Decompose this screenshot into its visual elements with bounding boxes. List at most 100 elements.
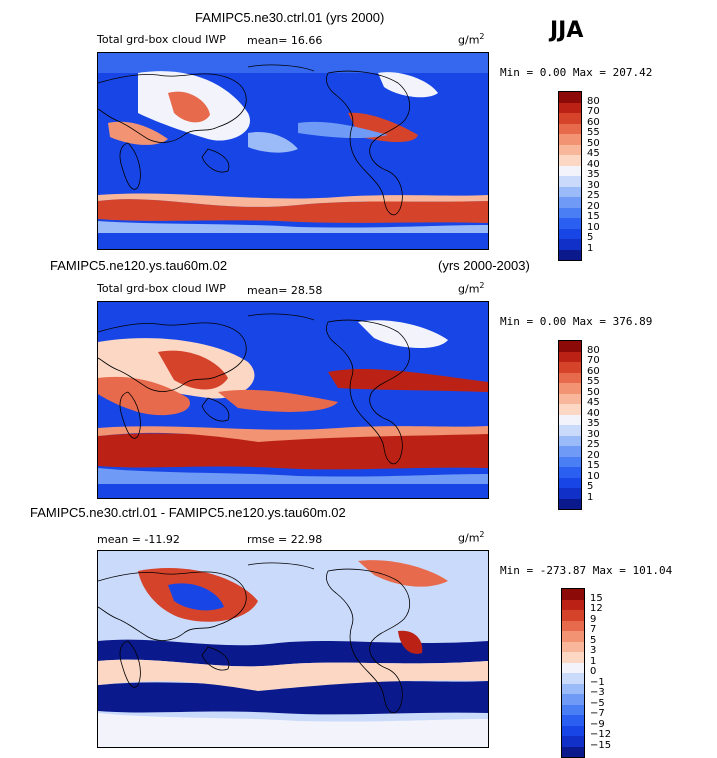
panel2-itcz-west	[218, 389, 338, 412]
panel3-cbar-tick: 5	[590, 635, 597, 646]
panel2-cbar-tick: 80	[587, 345, 600, 356]
panel3-cbar-tick: 15	[590, 593, 603, 604]
panel1-cbar-swatch	[559, 218, 581, 229]
panel1-colorbar	[558, 91, 582, 261]
panel3-cbar-tick: 12	[590, 603, 603, 614]
panel3-cbar-swatch	[562, 683, 584, 694]
panel1-coastlines	[98, 64, 411, 216]
panel1-namerica-light	[378, 72, 438, 98]
panel1-cbar-swatch	[559, 207, 581, 218]
panel3-cbar-swatch	[562, 599, 584, 610]
panel1-southern-fringe	[98, 193, 488, 207]
panel2-cbar-swatch	[559, 498, 581, 509]
panel3-cbar-tick: −5	[590, 698, 605, 709]
panel2-map	[97, 301, 489, 499]
panel1-cbar-tick: 50	[587, 138, 600, 149]
panel3-cbar-swatch	[562, 620, 584, 631]
panel1-map	[97, 52, 489, 250]
panel3-mean: mean = -11.92	[97, 533, 180, 546]
panel1-mean: mean= 16.66	[247, 34, 323, 47]
panel2-cbar-swatch	[559, 341, 581, 352]
panel3-tibet-negative	[168, 583, 224, 611]
panel1-cbar-tick: 30	[587, 180, 600, 191]
panel1-cbar-swatch	[559, 228, 581, 239]
panel1-map-svg	[98, 53, 488, 249]
panel3-subtropic-positive	[98, 659, 488, 691]
panel2-cbar-tick: 70	[587, 355, 600, 366]
panel2-years: (yrs 2000-2003)	[438, 258, 530, 273]
panel3-southern-negative	[98, 681, 488, 715]
panel3-cbar-swatch	[562, 673, 584, 684]
panel2-cbar-tick: 30	[587, 429, 600, 440]
panel1-cbar-swatch	[559, 239, 581, 250]
panel1-itcz	[298, 121, 388, 139]
panel2-cbar-swatch	[559, 446, 581, 457]
panel1-cbar-tick: 1	[587, 243, 594, 254]
panel2-cbar-swatch	[559, 467, 581, 478]
panel1-cbar-swatch	[559, 176, 581, 187]
panel3-units: g/m2	[458, 530, 485, 545]
panel3-cbar-swatch	[562, 694, 584, 705]
panel3-cbar-swatch	[562, 641, 584, 652]
panel2-cbar-tick: 1	[587, 492, 594, 503]
panel2-cbar-swatch	[559, 393, 581, 404]
panel1-cbar-tick: 40	[587, 159, 600, 170]
panel2-colorbar	[558, 340, 582, 510]
panel2-cbar-tick: 40	[587, 408, 600, 419]
panel1-cbar-tick: 15	[587, 211, 600, 222]
panel2-cbar-tick: 25	[587, 439, 600, 450]
panel1-cbar-tick: 10	[587, 222, 600, 233]
panel3-cbar-swatch	[562, 704, 584, 715]
panel3-cbar-swatch	[562, 725, 584, 736]
panel2-variable-label: Total grd-box cloud IWP	[97, 282, 226, 295]
panel3-cbar-tick: −1	[590, 677, 605, 688]
panel3-cbar-tick: −15	[590, 740, 612, 751]
season-label: JJA	[550, 18, 584, 43]
panel3-samerica-positive	[398, 630, 423, 654]
panel3-cbar-swatch	[562, 736, 584, 747]
panel1-cbar-swatch	[559, 197, 581, 208]
panel2-cbar-tick: 55	[587, 376, 600, 387]
panel3-cbar-tick: 0	[590, 666, 597, 677]
panel1-cbar-tick: 20	[587, 201, 600, 212]
panel1-arctic-band	[98, 53, 488, 73]
panel3-map	[97, 550, 489, 748]
panel1-cbar-swatch	[559, 113, 581, 124]
panel3-cbar-swatch	[562, 631, 584, 642]
panel1-cbar-swatch	[559, 249, 581, 260]
panel1-cbar-swatch	[559, 92, 581, 103]
panel1-india-band	[108, 121, 168, 145]
panel1-cbar-tick: 25	[587, 190, 600, 201]
panel2-southern-fringe	[98, 426, 488, 442]
panel1-southern-edge	[98, 221, 488, 233]
panel1-variable-label: Total grd-box cloud IWP	[97, 33, 226, 46]
panel2-cbar-swatch	[559, 372, 581, 383]
panel3-tropical-negative	[98, 639, 488, 667]
panel1-cbar-tick: 35	[587, 169, 600, 180]
panel1-minmax: Min = 0.00 Max = 207.42	[500, 66, 653, 79]
panel2-cbar-tick: 35	[587, 418, 600, 429]
panel3-cbar-tick: −3	[590, 687, 605, 698]
panel1-tibet-red	[168, 91, 210, 123]
panel3-title: FAMIPC5.ne30.ctrl.01 - FAMIPC5.ne120.ys.…	[30, 505, 346, 520]
panel3-cbar-swatch	[562, 746, 584, 757]
panel2-cbar-swatch	[559, 425, 581, 436]
panel3-cbar-swatch	[562, 662, 584, 673]
panel2-cbar-tick: 60	[587, 366, 600, 377]
panel3-minmax: Min = -273.87 Max = 101.04	[500, 564, 673, 577]
panel1-cbar-swatch	[559, 134, 581, 145]
panel3-cbar-tick: −9	[590, 719, 605, 730]
panel1-cbar-swatch	[559, 123, 581, 134]
panel2-southern-band	[98, 432, 488, 470]
panel2-namerica-light	[358, 320, 448, 349]
panel1-cbar-tick: 60	[587, 117, 600, 128]
panel2-itcz-atlantic	[328, 369, 488, 392]
panel2-southern-edge	[98, 468, 488, 484]
panel2-cbar-tick: 10	[587, 471, 600, 482]
panel3-cbar-swatch	[562, 652, 584, 663]
panel2-cbar-swatch	[559, 456, 581, 467]
panel3-cbar-swatch	[562, 715, 584, 726]
panel2-cbar-swatch	[559, 414, 581, 425]
panel1-cbar-swatch	[559, 165, 581, 176]
panel3-namerica-positive	[358, 560, 448, 587]
